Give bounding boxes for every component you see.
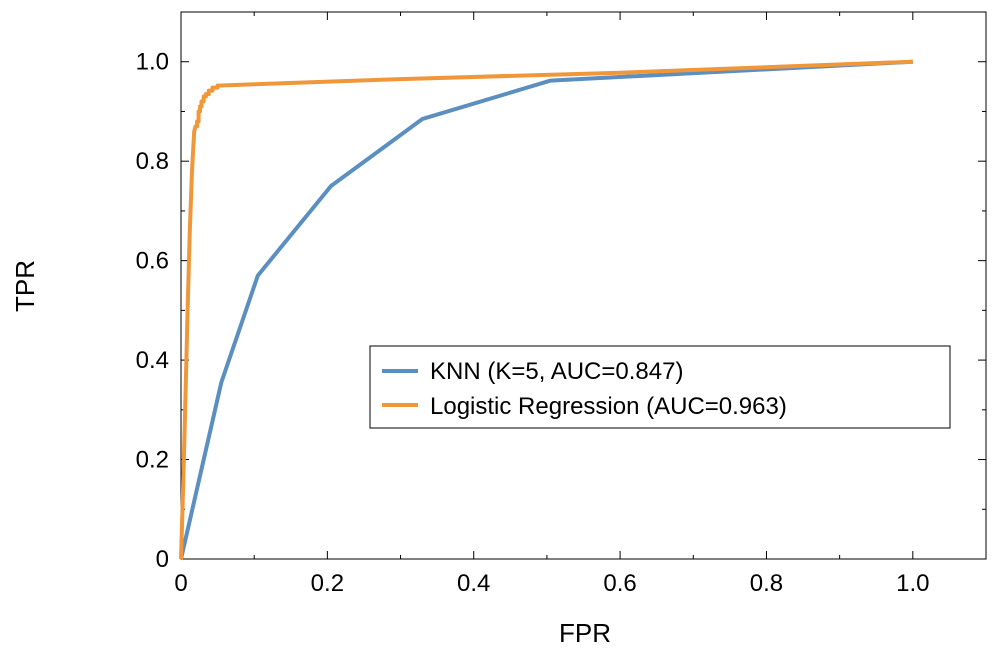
legend: KNN (K=5, AUC=0.847) Logistic Regression…	[369, 345, 951, 429]
x-axis-label: FPR	[559, 618, 611, 648]
series-layer	[179, 59, 913, 560]
axes	[180, 11, 987, 560]
x-tick-label: 0	[174, 570, 187, 597]
y-tick-label: 0.2	[136, 447, 169, 474]
y-tick-label: 0.4	[136, 347, 169, 374]
plot-frame	[180, 11, 987, 560]
series-line-knn	[179, 59, 913, 560]
y-tick-label: 1.0	[136, 49, 169, 76]
x-tick-label: 0.8	[750, 570, 783, 597]
y-axis-label: TPR	[10, 260, 40, 312]
y-tick-label: 0.6	[136, 248, 169, 275]
series-line-logistic-regression	[179, 59, 913, 560]
x-tick-label: 1.0	[896, 570, 929, 597]
x-tick-label: 0.2	[311, 570, 344, 597]
y-tick-label: 0	[156, 546, 169, 573]
x-tick-label: 0.4	[457, 570, 490, 597]
x-tick-label: 0.6	[603, 570, 636, 597]
y-axis-ticks: 0 0.2 0.4 0.6 0.8 1.0	[136, 11, 986, 573]
y-tick-label: 0.8	[136, 148, 169, 175]
legend-box	[369, 345, 951, 429]
legend-label-knn: KNN (K=5, AUC=0.847)	[430, 358, 683, 385]
x-axis-ticks: 0 0.2 0.4 0.6 0.8 1.0	[174, 12, 987, 597]
legend-label-logistic-regression: Logistic Regression (AUC=0.963)	[430, 393, 787, 420]
